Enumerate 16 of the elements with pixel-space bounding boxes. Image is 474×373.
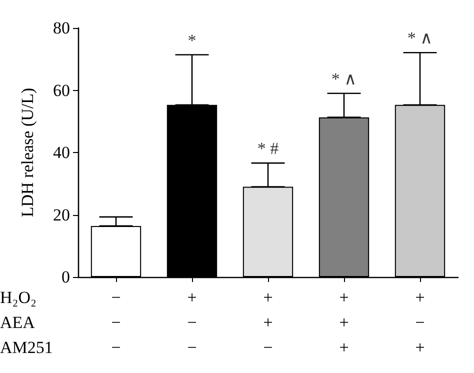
x-tick-label: + − +	[415, 288, 425, 357]
annotation: * ∧	[331, 69, 357, 88]
y-tick-label: 60	[53, 80, 70, 100]
x-tick-label: + − −	[187, 288, 197, 357]
y-tick-label: 40	[53, 143, 70, 162]
x-tick-label: + + +	[339, 288, 349, 357]
annotation: * ∧	[407, 28, 433, 48]
y-tick-label: 0	[62, 268, 70, 286]
x-tick-label: + + −	[263, 288, 273, 357]
y-axis-title: LDH release (U/L)	[18, 88, 37, 218]
annotation: * #	[257, 139, 280, 158]
x-axis-title: H₂O₂ AEA AM251	[0, 288, 53, 357]
y-tick-label: 20	[53, 205, 70, 224]
x-tick-label: − − −	[111, 288, 121, 357]
y-tick-label: 80	[53, 18, 70, 38]
annotation: *	[188, 30, 196, 50]
